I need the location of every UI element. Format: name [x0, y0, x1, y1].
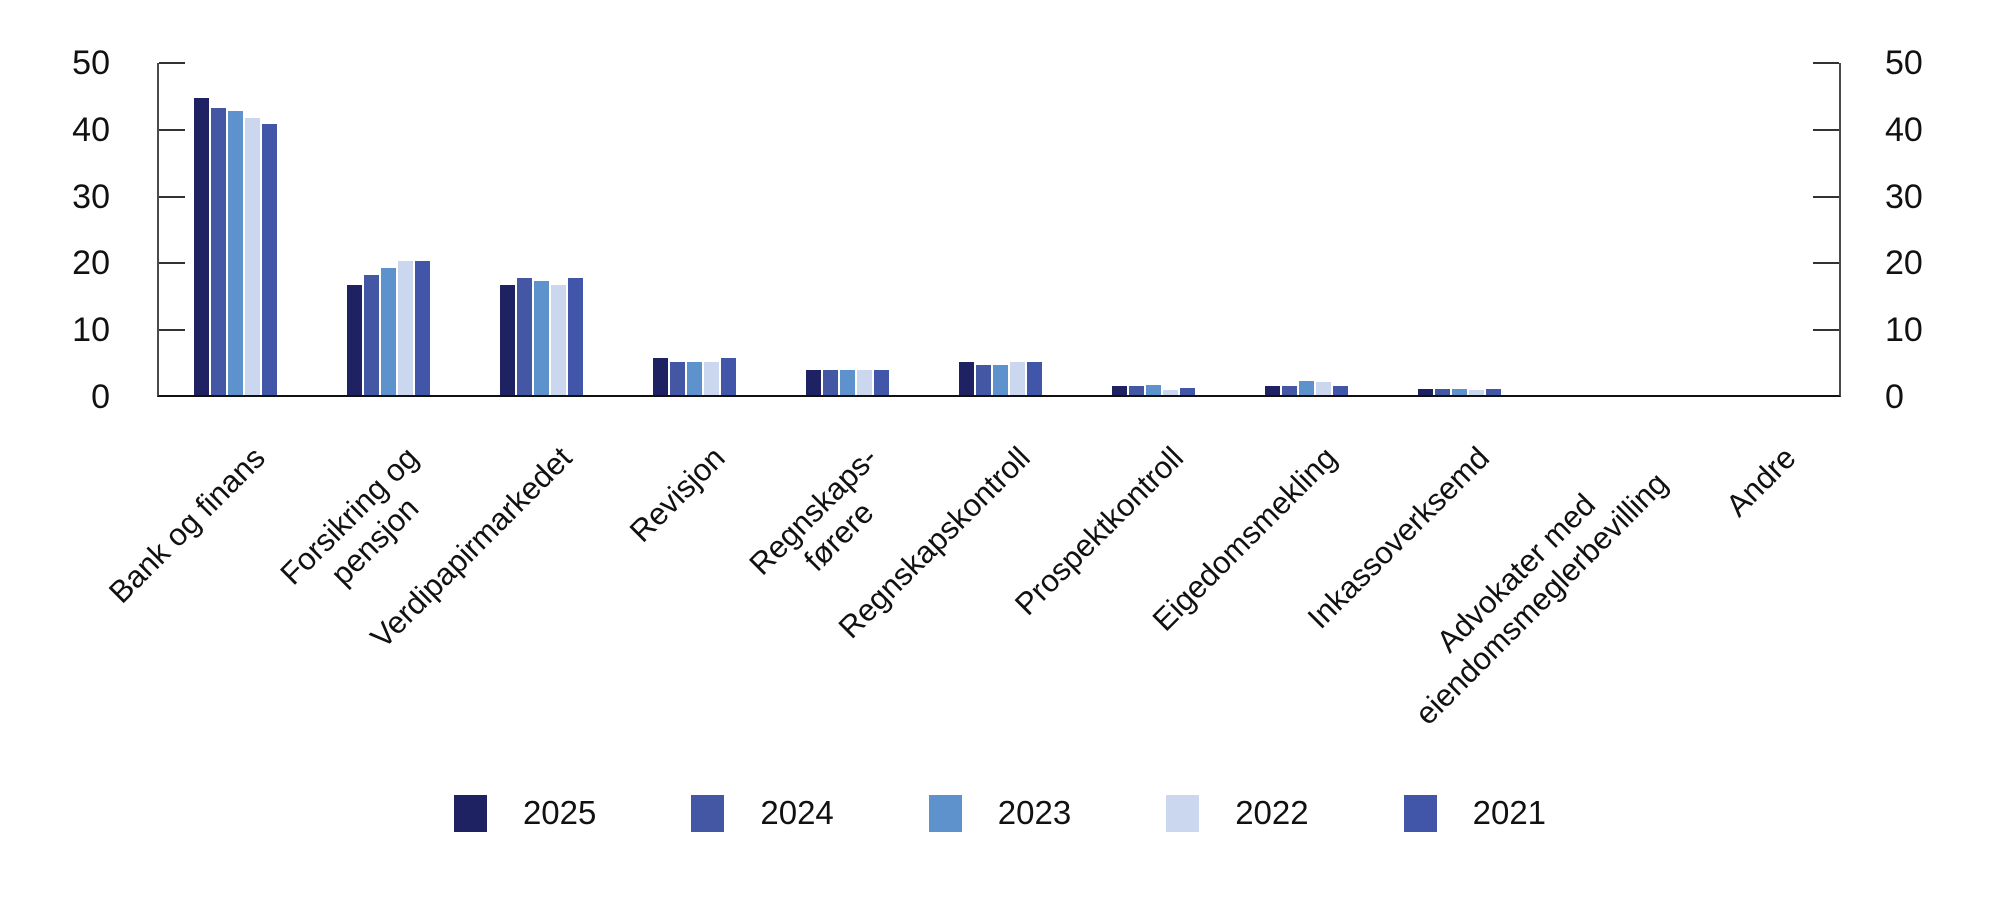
bar-2025: [1265, 385, 1280, 395]
bar-2024: [1282, 385, 1297, 395]
legend-item-2024: 2024: [691, 794, 834, 832]
y-axis-tick: [159, 262, 185, 265]
bar-2025: [500, 284, 515, 395]
y-axis-label: 50: [72, 44, 110, 82]
bar-2023: [840, 370, 855, 395]
bar-2021: [262, 124, 277, 395]
y-axis-label: 20: [72, 244, 110, 283]
bar-2022: [704, 361, 719, 395]
bar-2022: [1163, 389, 1178, 395]
legend-label: 2022: [1235, 794, 1309, 831]
bar-2023: [1452, 389, 1467, 395]
chart-legend: 2025 2024 2023 2022 2021: [0, 790, 2000, 836]
bar-2023: [1299, 380, 1314, 395]
legend-item-2022: 2022: [1166, 794, 1309, 832]
x-axis-category-label: Bank og finans: [102, 440, 273, 610]
bar-2023: [534, 281, 549, 395]
y-axis-tick: [1813, 262, 1839, 265]
bar-2025: [1112, 385, 1127, 395]
legend-swatch: [1403, 794, 1437, 832]
legend-item-2023: 2023: [928, 794, 1072, 832]
y-axis-tick: [1813, 128, 1839, 131]
bar-2024: [1435, 389, 1450, 395]
y-axis-label: 0: [91, 378, 110, 416]
bar-2023: [381, 268, 396, 395]
bar-2022: [398, 261, 413, 395]
legend-swatch: [928, 794, 962, 832]
legend-swatch: [691, 794, 725, 832]
bar-2021: [721, 358, 736, 395]
y-axis-label: 10: [72, 311, 110, 350]
bar-2024: [823, 369, 838, 395]
bar-2025: [959, 361, 974, 395]
bar-2024: [517, 278, 532, 395]
bar-2024: [670, 361, 685, 395]
bar-2021: [1333, 385, 1348, 395]
bar-2023: [228, 111, 243, 395]
legend-item-2025: 2025: [453, 794, 597, 832]
bar-2021: [1486, 389, 1501, 395]
y-axis-tick: [1813, 195, 1839, 198]
y-axis-label: 30: [1885, 177, 1923, 216]
y-axis-label: 10: [1885, 311, 1923, 350]
legend-label: 2021: [1472, 794, 1547, 831]
y-axis-tick: [159, 62, 185, 64]
bar-2025: [653, 358, 668, 395]
y-axis-tick: [1813, 329, 1839, 332]
y-axis-label: 20: [1885, 244, 1923, 283]
legend-label: 2023: [997, 794, 1072, 831]
bar-2024: [976, 364, 991, 395]
bar-2024: [211, 107, 226, 395]
bar-2021: [1027, 361, 1042, 395]
legend-item-2021: 2021: [1403, 794, 1547, 832]
bar-2021: [1180, 388, 1195, 395]
x-axis-category-label: Andre: [1718, 440, 1803, 524]
legend-label: 2025: [522, 794, 597, 831]
legend-swatch: [453, 794, 487, 832]
bar-2025: [347, 284, 362, 395]
bar-2023: [1146, 384, 1161, 395]
y-axis-tick: [159, 128, 185, 131]
bar-2024: [1129, 386, 1144, 395]
x-axis-category-label: Revisjon: [622, 440, 732, 549]
bar-2023: [687, 361, 702, 395]
y-axis-label: 0: [1885, 378, 1904, 416]
bar-2022: [1010, 361, 1025, 395]
y-axis-label: 50: [1885, 44, 1923, 82]
bar-2021: [874, 369, 889, 395]
bar-2024: [364, 274, 379, 395]
bar-2022: [1316, 382, 1331, 395]
legend-swatch: [1166, 794, 1200, 832]
bar-2022: [1469, 390, 1484, 395]
y-axis-tick: [1813, 62, 1839, 64]
y-axis-label: 40: [1885, 110, 1923, 149]
bar-2025: [194, 97, 209, 395]
bar-2021: [415, 261, 430, 395]
legend-label: 2024: [760, 794, 834, 831]
y-axis-label: 40: [72, 110, 110, 149]
bar-2022: [857, 370, 872, 395]
bar-2025: [806, 369, 821, 395]
y-axis-tick: [159, 195, 185, 198]
bar-2023: [993, 364, 1008, 395]
y-axis-tick: [159, 329, 185, 332]
bar-2025: [1418, 389, 1433, 395]
bar-2021: [568, 278, 583, 395]
plot-area: [157, 62, 1841, 397]
bar-2022: [551, 284, 566, 395]
bar-2022: [245, 117, 260, 395]
y-axis-label: 30: [72, 177, 110, 216]
